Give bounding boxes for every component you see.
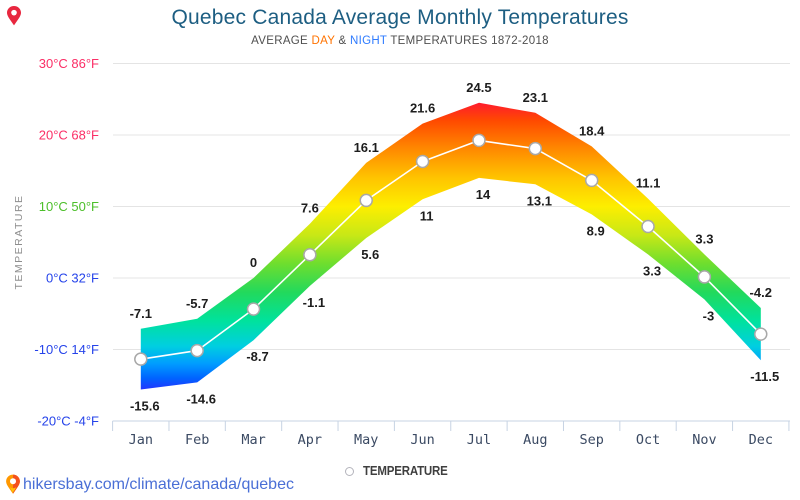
night-temp-label: 13.1 [527,193,552,208]
data-point-marker[interactable] [641,219,655,234]
y-tick-label: 20°C 68°F [39,128,99,143]
night-temp-label: 11 [420,208,434,223]
month-label: Sep [579,432,603,448]
month-label: Dec [749,432,773,448]
data-point-marker[interactable] [754,327,768,341]
day-temp-label: 11.1 [636,176,661,191]
data-point-marker[interactable] [697,270,712,284]
subtitle-night: NIGHT [349,35,388,47]
subtitle-suffix: TEMPERATURES 1872-2018 [387,35,549,47]
night-temp-label: 8.9 [587,223,605,238]
month-label: Feb [185,432,209,448]
data-point-marker[interactable] [528,141,543,156]
y-axis-title: TEMPERATURE [13,194,25,289]
data-point-marker[interactable] [415,154,430,169]
subtitle-prefix: AVERAGE [251,35,312,47]
night-temp-label: -14.6 [186,391,216,406]
month-label: Oct [636,432,660,448]
subtitle-amp: & [335,35,350,47]
night-temp-label: -1.1 [303,295,325,310]
month-label: Jul [467,432,491,448]
legend-marker-icon [344,466,354,476]
night-temp-label: 14 [476,187,491,202]
month-label: Nov [692,432,716,448]
night-temp-label: -11.5 [750,369,779,384]
data-point-marker[interactable] [190,343,204,358]
data-point-marker[interactable] [303,248,317,262]
month-label: Jan [129,432,153,448]
day-temp-label: -7.1 [130,306,152,321]
day-temp-label: 21.6 [410,101,435,116]
night-temp-label: 3.3 [643,263,661,278]
data-point-marker[interactable] [472,133,486,148]
day-temp-label: 0 [250,255,257,270]
data-point-marker[interactable] [134,352,148,366]
night-temp-label: -15.6 [130,399,160,414]
day-temp-label: 24.5 [466,80,491,95]
footer: hikersbay.com/climate/canada/quebec [5,474,294,495]
month-label: Jun [410,432,434,448]
page-title: Quebec Canada Average Monthly Temperatur… [171,6,629,29]
y-tick-label: -10°C 14°F [34,342,99,357]
day-temp-label: -4.2 [750,285,772,300]
data-point-marker[interactable] [584,173,599,188]
legend-label: TEMPERATURE [362,464,448,478]
data-point-marker[interactable] [359,193,373,208]
data-point-marker[interactable] [246,302,261,316]
day-temp-label: 18.4 [579,123,605,138]
page-subtitle: AVERAGE DAY & NIGHT TEMPERATURES 1872-20… [0,35,800,47]
day-temp-label: 3.3 [695,231,713,246]
location-pin-icon [7,6,21,26]
day-temp-label: 16.1 [354,140,379,155]
y-tick-label: -20°C -4°F [37,414,99,429]
y-tick-label: 0°C 32°F [46,271,99,286]
day-temp-label: 7.6 [301,201,319,216]
night-temp-label: 5.6 [361,247,379,262]
day-temp-label: 23.1 [523,90,548,105]
day-temp-label: -5.7 [186,296,208,311]
night-temp-label: -8.7 [246,349,268,364]
avg-temp-line [140,139,762,360]
month-label: May [354,432,378,448]
month-label: Apr [298,432,322,448]
subtitle-day: DAY [311,35,335,47]
temp-band [140,102,761,390]
footer-link[interactable]: hikersbay.com/climate/canada/quebec [23,475,294,493]
month-label: Mar [241,432,265,448]
footer-pin-icon [6,474,20,494]
y-tick-label: 10°C 50°F [39,199,99,214]
month-label: Aug [523,432,547,448]
y-tick-label: 30°C 86°F [39,56,99,71]
legend[interactable]: TEMPERATURE [0,463,800,479]
night-temp-label: -3 [703,308,715,323]
